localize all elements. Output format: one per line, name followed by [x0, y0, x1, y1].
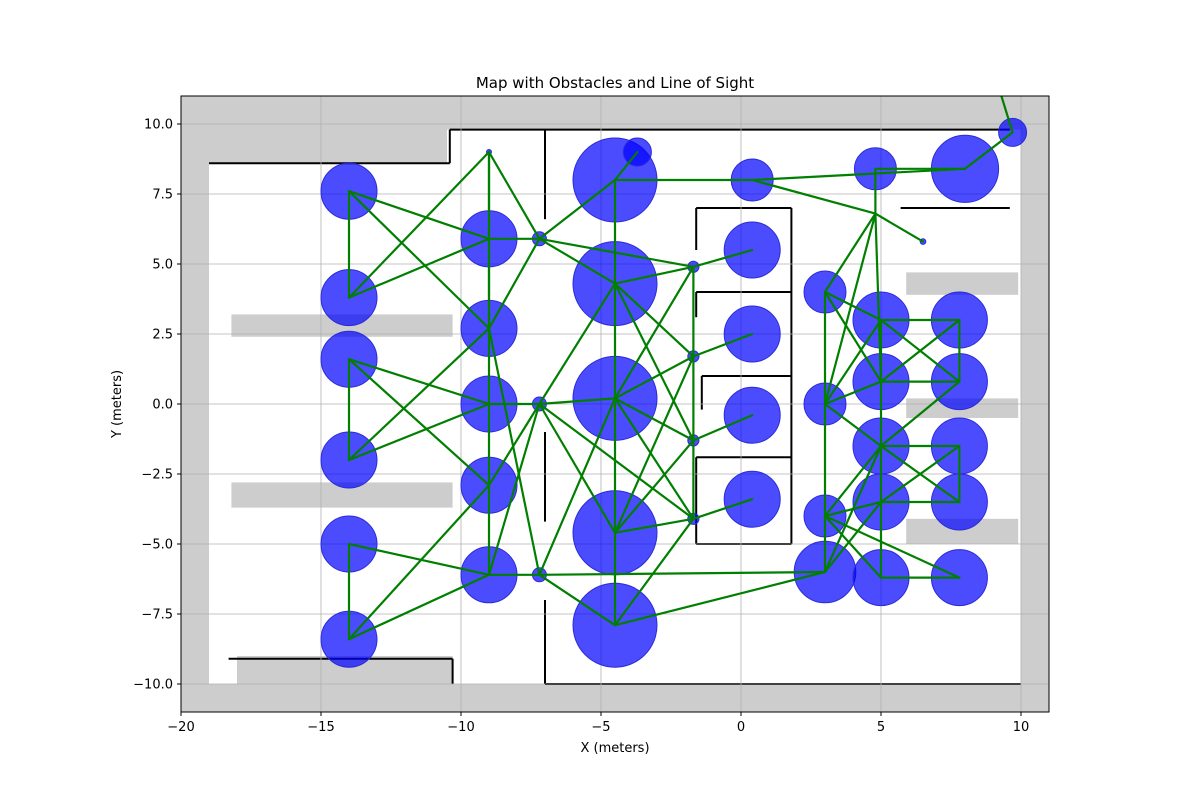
x-tick-label: 10: [1013, 720, 1030, 735]
x-axis-ticks: −20 −15 −10 −5 0 5 10: [167, 712, 1029, 735]
sight-line: [613, 265, 695, 400]
sight-line: [487, 237, 541, 330]
sight-line: [751, 167, 967, 182]
y-axis-ticks: −10.0 −7.5 −5.0 −2.5 0.0 2.5 5.0 7.5 10.0: [133, 118, 181, 693]
y-axis-label: Y (meters): [110, 370, 125, 439]
sight-line: [538, 397, 617, 576]
x-tick-label: 5: [877, 720, 885, 735]
sight-line: [613, 570, 827, 627]
occupied-region: [181, 684, 1049, 712]
sight-line: [613, 150, 639, 182]
sight-line: [613, 355, 695, 534]
x-tick-label: −10: [447, 720, 474, 735]
sight-line: [823, 290, 883, 383]
line-of-sight: [347, 96, 1014, 641]
sight-line: [613, 397, 695, 520]
sight-line: [879, 444, 961, 504]
sight-line: [874, 212, 925, 243]
y-tick-label: 7.5: [152, 188, 173, 203]
sight-line: [823, 212, 877, 406]
sight-line: [613, 282, 695, 358]
sight-line: [487, 327, 541, 576]
y-tick-label: −7.5: [141, 608, 173, 623]
plot-area: [181, 96, 1049, 712]
sight-line: [613, 282, 695, 442]
sight-line: [823, 318, 883, 406]
sight-line: [823, 444, 883, 518]
y-tick-label: 0.0: [152, 398, 173, 413]
sight-line: [347, 150, 491, 299]
y-tick-label: −10.0: [133, 678, 173, 693]
sight-line: [538, 178, 617, 240]
y-tick-label: −2.5: [141, 468, 173, 483]
occupied-region: [181, 96, 447, 164]
sight-line: [538, 237, 695, 268]
occupied-region: [231, 314, 453, 337]
sight-line: [751, 178, 877, 215]
sight-line: [963, 131, 1014, 170]
sight-line: [347, 358, 491, 406]
y-tick-label: 2.5: [152, 328, 173, 343]
sight-line: [692, 414, 754, 442]
sight-line: [692, 332, 754, 358]
sight-line: [613, 517, 695, 627]
sight-line: [487, 402, 541, 487]
sight-line: [538, 397, 617, 406]
sight-line: [347, 237, 491, 299]
sight-line: [692, 248, 754, 268]
sight-line: [823, 444, 883, 574]
sight-line: [538, 237, 617, 285]
sight-line: [879, 318, 961, 383]
sight-line: [823, 402, 883, 448]
chart-title: Map with Obstacles and Line of Sight: [476, 74, 754, 92]
sight-line: [1000, 96, 1014, 134]
sight-line: [487, 150, 541, 240]
sight-line: [347, 190, 491, 240]
y-tick-label: 5.0: [152, 258, 173, 273]
x-tick-label: −20: [167, 720, 194, 735]
sight-line: [347, 542, 491, 576]
y-tick-label: 10.0: [144, 118, 173, 133]
sight-line: [613, 439, 695, 534]
sight-line: [613, 517, 695, 534]
y-tick-label: −5.0: [141, 538, 173, 553]
sight-line: [823, 380, 883, 406]
x-axis-label: X (meters): [580, 741, 649, 756]
x-tick-label: −15: [307, 720, 334, 735]
sight-line: [347, 190, 491, 330]
sight-line: [823, 514, 961, 579]
x-tick-label: 0: [737, 720, 745, 735]
x-tick-label: −5: [591, 720, 610, 735]
sight-line: [347, 358, 491, 487]
sight-line: [879, 380, 961, 448]
sight-line: [347, 327, 491, 462]
sight-line: [613, 397, 695, 442]
sight-line: [613, 265, 695, 285]
sight-line: [823, 290, 883, 322]
sight-line: [347, 402, 491, 462]
sight-line: [823, 500, 883, 574]
sight-line: [692, 498, 754, 520]
sight-line: [347, 573, 491, 641]
sight-line: [538, 402, 617, 534]
obstacles: [320, 117, 1028, 668]
sight-line: [538, 402, 695, 520]
sight-line: [538, 573, 617, 627]
sight-line: [823, 212, 877, 294]
sight-line: [823, 514, 883, 579]
sight-line: [613, 355, 695, 400]
occupied-region: [906, 272, 1019, 295]
sight-line: [487, 402, 541, 576]
sight-line: [538, 282, 617, 406]
sight-line: [538, 570, 827, 576]
sight-line: [347, 484, 491, 641]
